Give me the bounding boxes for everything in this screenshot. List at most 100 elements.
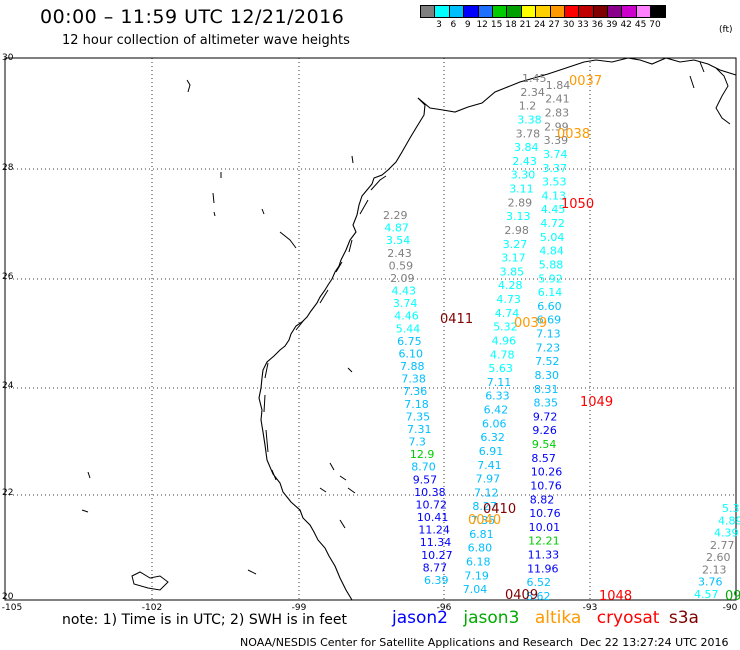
satellite-name: jason3	[463, 608, 520, 628]
wave-height-value: 3.11	[509, 183, 534, 196]
wave-height-value: 1.45	[522, 72, 547, 85]
wave-height-value: 7.31	[407, 423, 432, 436]
wave-height-value: 5.04	[540, 231, 565, 244]
legend-label: 36	[591, 20, 604, 30]
satellite-name: altika	[534, 608, 582, 628]
wave-height-value: 10.38	[414, 486, 446, 499]
wave-height-value: 3.74	[543, 148, 568, 161]
wave-height-value: 12.21	[528, 535, 560, 548]
wave-height-value: 6.81	[469, 528, 494, 541]
wave-height-value: 3.74	[393, 297, 418, 310]
legend-label: 27	[548, 20, 560, 30]
legend-label: 6	[450, 20, 457, 30]
wave-height-value: 7.13	[536, 328, 561, 341]
wave-height-value: 2.13	[702, 563, 727, 576]
lon-label: -93	[582, 603, 598, 613]
legend-label: 39	[606, 20, 618, 30]
lat-label: 22	[2, 488, 14, 498]
wave-height-value: 3.76	[698, 576, 723, 589]
wave-height-value: 2.83	[545, 107, 570, 120]
wave-height-value: 5.92	[538, 272, 563, 285]
wave-height-value: 11.24	[418, 524, 450, 537]
wave-height-value: 9.72	[533, 410, 558, 423]
legend-label: 15	[490, 20, 503, 30]
wave-height-value: 11.34	[420, 536, 452, 549]
legend-unit: (ft)	[719, 25, 733, 35]
wave-height-value: 3.13	[506, 210, 531, 223]
wave-height-value: 9.57	[413, 473, 438, 486]
legend-label: 70	[649, 20, 661, 30]
pass-id-label: 0410	[483, 502, 516, 517]
wave-height-value: 8.77	[423, 561, 448, 574]
wave-height-value: 7.12	[474, 486, 499, 499]
wave-height-value: 8.35	[533, 397, 558, 410]
legend-label: 45	[634, 20, 647, 30]
timestamp-text: Dec 22 13:27:24 UTC 2016	[580, 636, 729, 649]
wave-height-value: 6.10	[399, 347, 424, 360]
credit-text: NOAA/NESDIS Center for Satellite Applica…	[240, 636, 574, 649]
wave-height-value: 3.38	[517, 113, 542, 126]
wave-height-value: 7.41	[477, 459, 502, 472]
wave-height-value: 7.3	[408, 436, 426, 449]
pass-id-label: 0038	[557, 127, 590, 142]
satellite-legend: jason2 jason3 altika cryosat s3a	[392, 608, 709, 628]
wave-height-value: 2.09	[390, 272, 415, 285]
legend-label: 12	[476, 20, 488, 30]
wave-height-value: 3.27	[503, 238, 528, 251]
pass-id-label: 0040	[468, 513, 501, 528]
wave-height-value: 2.34	[520, 86, 545, 99]
wave-height-value: 2.29	[383, 209, 408, 222]
wave-height-value: 3.37	[543, 162, 568, 175]
legend-label: 24	[534, 20, 546, 30]
wave-height-value: 4.87	[384, 222, 409, 235]
lat-label: 24	[2, 381, 14, 391]
wave-height-value: 6.52	[527, 576, 552, 589]
wave-height-value: 4.45	[541, 203, 566, 216]
pass-id-label: 1050	[561, 197, 594, 212]
wave-height-value: 4.72	[540, 217, 565, 230]
satellite-name: s3a	[668, 608, 699, 628]
wave-height-value: 7.52	[535, 355, 560, 368]
wave-height-value: 2.60	[706, 551, 731, 564]
wave-height-value: 6.69	[537, 314, 562, 327]
wave-height-value: 10.41	[417, 511, 449, 524]
wave-height-value: 6.18	[466, 555, 491, 568]
pass-id-label: 09	[725, 589, 740, 604]
wave-height-value: 8.30	[535, 369, 560, 382]
pass-id-label: 0039	[514, 316, 547, 331]
wave-height-value: 4.13	[541, 189, 566, 202]
wave-height-value: 3.84	[514, 141, 539, 154]
wave-height-value: 7.36	[403, 385, 428, 398]
wave-height-value: 7.23	[536, 341, 561, 354]
wave-height-value: 2.43	[512, 155, 537, 168]
wave-height-value: 0.59	[389, 259, 414, 272]
page-subtitle: 12 hour collection of altimeter wave hei…	[62, 33, 350, 48]
wave-height-value: 6.80	[468, 542, 493, 555]
legend-label: 33	[577, 20, 589, 30]
wave-height-value: 6.14	[538, 286, 563, 299]
legend-swatch	[650, 5, 666, 18]
wave-height-value: 6.32	[480, 431, 505, 444]
page-title: 00:00 – 11:59 UTC 12/21/2016	[40, 6, 345, 28]
lon-label: -102	[141, 603, 163, 613]
pass-id-label: 0037	[569, 74, 602, 89]
wave-height-value: 7.18	[404, 398, 429, 411]
wave-height-value: 4.84	[539, 245, 564, 258]
wave-height-value: 2.41	[545, 93, 570, 106]
footer-note: note: 1) Time is in UTC; 2) SWH is in fe…	[62, 612, 348, 628]
wave-height-value: 4.43	[391, 285, 416, 298]
wave-height-value: 6.91	[479, 445, 504, 458]
pass-id-label: 1048	[599, 589, 632, 604]
lon-label: -105	[1, 603, 23, 613]
wave-height-value: 10.76	[529, 507, 561, 520]
wave-height-value: 2.98	[504, 224, 529, 237]
wave-height-value: 3.30	[511, 169, 536, 182]
lon-label: -90	[722, 603, 738, 613]
wave-height-value: 12.9	[410, 448, 435, 461]
legend-label: 30	[562, 20, 575, 30]
pass-id-label: 0409	[505, 588, 538, 603]
wave-height-value: 4.57	[694, 588, 719, 601]
wave-height-value: 2.77	[710, 539, 735, 552]
